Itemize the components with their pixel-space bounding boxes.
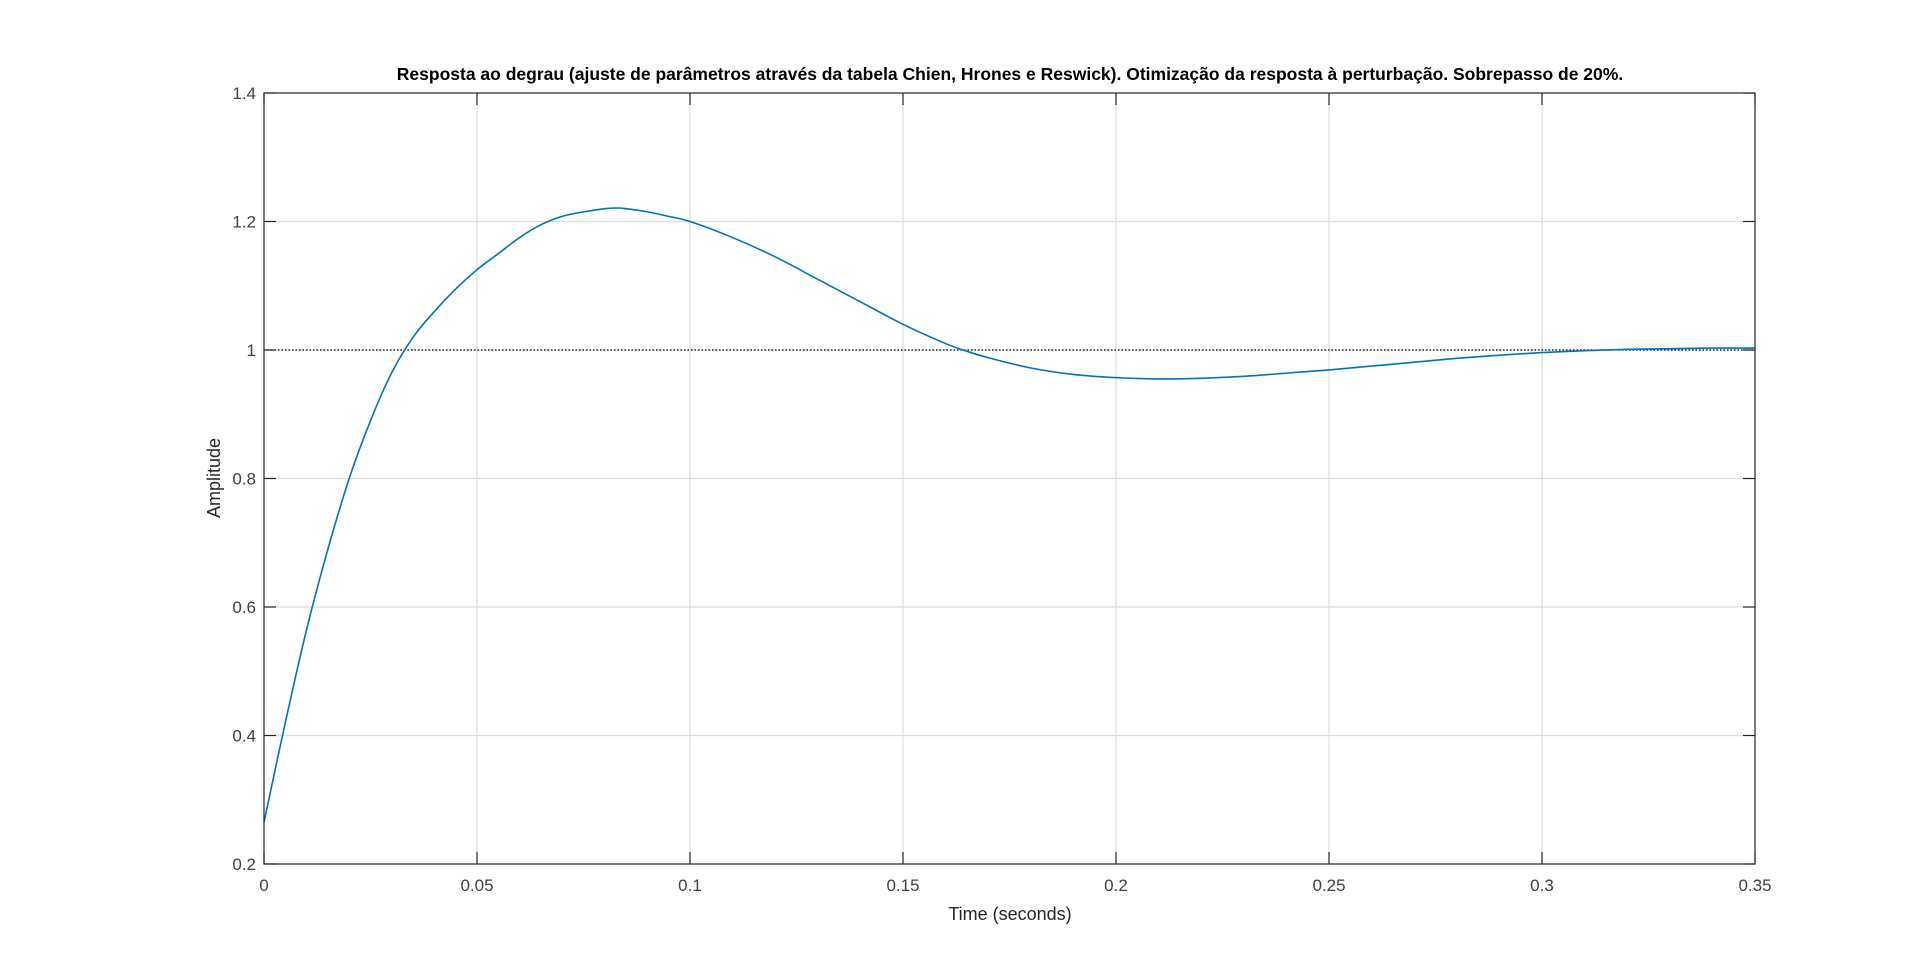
chart-title: Resposta ao degrau (ajuste de parâmetros… (397, 64, 1623, 84)
y-tick-label: 0.2 (232, 855, 256, 874)
y-tick-label: 1.4 (232, 84, 256, 103)
y-axis-label: Amplitude (204, 438, 224, 518)
x-tick-label: 0 (259, 876, 268, 895)
series-group (263, 207, 1756, 823)
x-tick-label: 0.1 (678, 876, 702, 895)
x-tick-labels: 0 0.05 0.1 0.15 0.2 0.25 0.3 0.35 (259, 876, 1771, 895)
x-tick-label: 0.15 (886, 876, 919, 895)
axis-ticks (263, 92, 1756, 865)
y-tick-labels: 0.2 0.4 0.6 0.8 1 1.2 1.4 (232, 84, 256, 874)
x-tick-label: 0.35 (1738, 876, 1771, 895)
y-tick-label: 0.8 (232, 470, 256, 489)
step-response-line (263, 207, 1756, 823)
x-tick-label: 0.2 (1104, 876, 1128, 895)
x-tick-label: 0.3 (1530, 876, 1554, 895)
x-axis-label: Time (seconds) (948, 904, 1071, 924)
y-tick-label: 0.6 (232, 598, 256, 617)
x-tick-label: 0.05 (460, 876, 493, 895)
y-tick-label: 0.4 (232, 727, 256, 746)
x-tick-label: 0.25 (1312, 876, 1345, 895)
y-tick-label: 1.2 (232, 213, 256, 232)
y-tick-label: 1 (247, 341, 256, 360)
